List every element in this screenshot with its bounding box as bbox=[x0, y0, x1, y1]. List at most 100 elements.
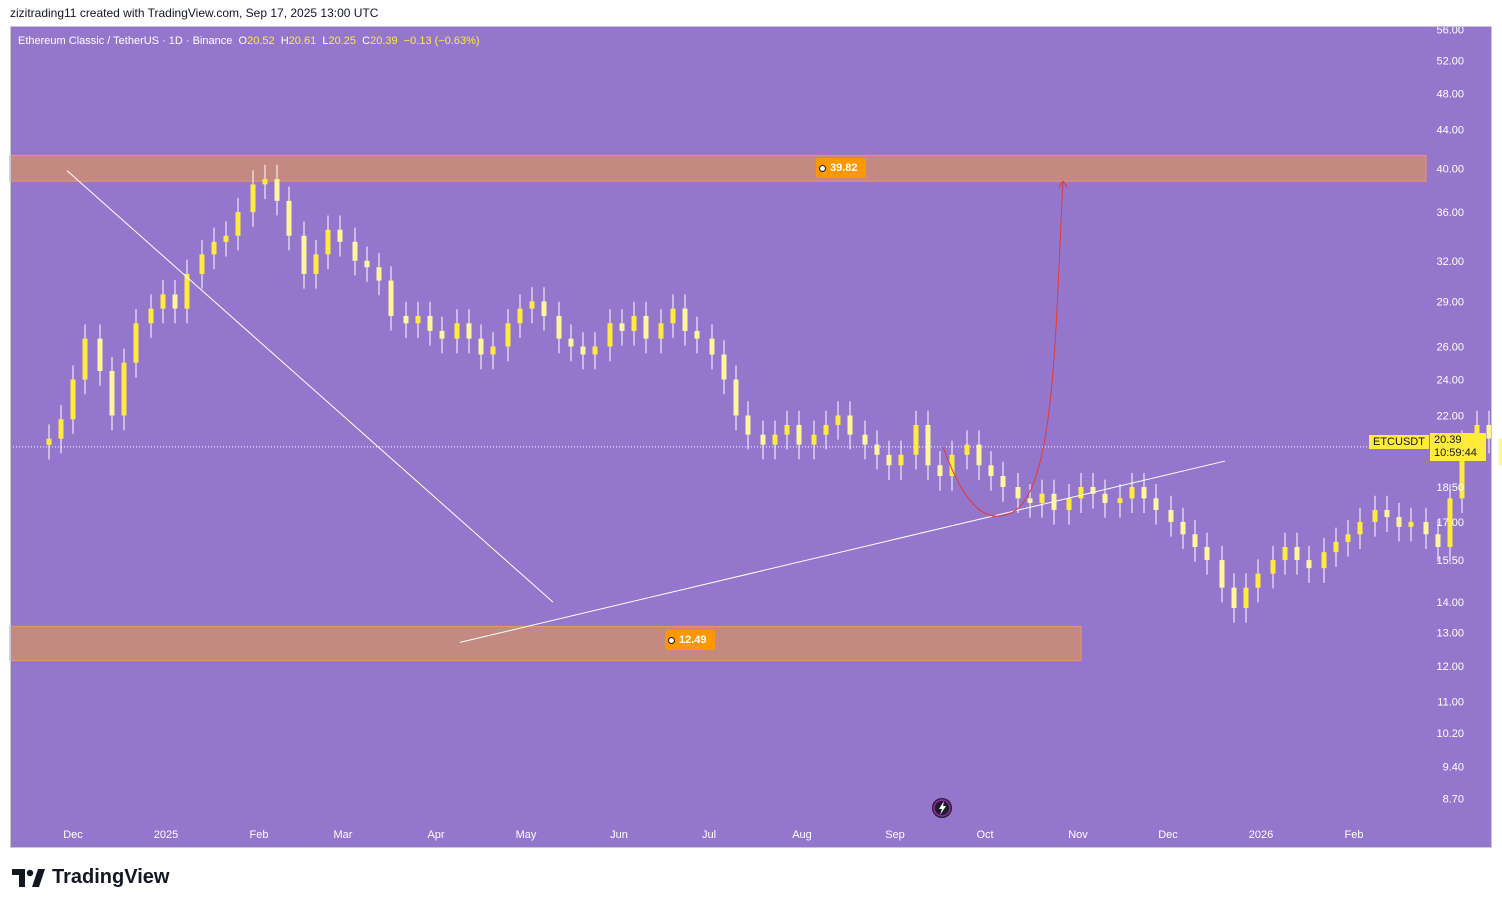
candle bbox=[58, 405, 64, 454]
candle bbox=[580, 332, 586, 370]
candle-body bbox=[1372, 509, 1378, 522]
y-tick-label: 14.00 bbox=[1436, 597, 1464, 609]
y-tick-label: 32.00 bbox=[1436, 256, 1464, 268]
candle-body bbox=[325, 229, 331, 255]
resistance-price-label[interactable]: 39.82 bbox=[816, 158, 866, 178]
candle-body bbox=[58, 419, 64, 439]
x-tick-label: Sep bbox=[885, 829, 905, 841]
candle bbox=[1498, 424, 1502, 481]
candle bbox=[886, 440, 892, 481]
candle bbox=[148, 294, 154, 339]
candle-body bbox=[937, 465, 943, 477]
candle-body bbox=[1435, 534, 1441, 547]
candle-body bbox=[505, 323, 511, 347]
candle bbox=[682, 294, 688, 346]
candle-body bbox=[352, 241, 358, 261]
candle bbox=[1345, 520, 1351, 557]
candle-body bbox=[1090, 487, 1096, 494]
candle-body bbox=[46, 438, 52, 445]
candle-body bbox=[529, 301, 535, 309]
x-tick-label: May bbox=[516, 829, 537, 841]
candle bbox=[1078, 472, 1084, 514]
candle bbox=[1333, 527, 1339, 567]
candle-body bbox=[976, 444, 982, 466]
candle bbox=[874, 430, 880, 470]
candle-body bbox=[121, 362, 127, 416]
candle bbox=[352, 227, 358, 276]
candle-body bbox=[262, 179, 268, 185]
candle bbox=[541, 287, 547, 331]
candle bbox=[1435, 520, 1441, 562]
y-tick-label: 8.70 bbox=[1443, 794, 1464, 806]
candle bbox=[1129, 472, 1135, 514]
candle bbox=[466, 309, 472, 354]
candle-body bbox=[1459, 444, 1465, 499]
candle-body bbox=[1396, 517, 1402, 527]
candle-body bbox=[862, 434, 868, 445]
x-tick-label: Feb bbox=[1345, 829, 1364, 841]
candle bbox=[301, 221, 307, 289]
candle bbox=[733, 365, 739, 431]
candle-body bbox=[1066, 498, 1072, 510]
y-tick-label: 10.20 bbox=[1436, 728, 1464, 740]
projection-path[interactable] bbox=[942, 181, 1064, 517]
candle-body bbox=[1078, 487, 1084, 499]
open-label: O bbox=[238, 35, 248, 47]
candle bbox=[376, 253, 382, 296]
candle-body bbox=[988, 465, 994, 477]
candle-body bbox=[1219, 560, 1225, 588]
x-tick-label: Aug bbox=[792, 829, 812, 841]
y-tick-label: 11.00 bbox=[1437, 697, 1464, 709]
candle-body bbox=[1357, 521, 1363, 535]
candle bbox=[1408, 507, 1414, 542]
ascending-trendline[interactable] bbox=[459, 460, 1226, 643]
candle bbox=[97, 324, 103, 386]
candle bbox=[1306, 545, 1312, 583]
candle bbox=[1153, 484, 1159, 525]
candle-body bbox=[235, 212, 241, 236]
candle-body bbox=[1294, 546, 1300, 561]
candle bbox=[592, 332, 598, 370]
candle bbox=[505, 309, 511, 362]
candle-body bbox=[796, 424, 802, 445]
candle bbox=[658, 309, 664, 354]
candle bbox=[1102, 479, 1108, 518]
lightning-icon[interactable] bbox=[932, 798, 952, 818]
y-tick-label: 17.00 bbox=[1436, 517, 1464, 529]
candle bbox=[1117, 484, 1123, 518]
candle-body bbox=[1282, 546, 1288, 561]
candle-body bbox=[682, 308, 688, 331]
candle bbox=[811, 420, 817, 460]
candle bbox=[568, 324, 574, 362]
low-value: 20.25 bbox=[328, 35, 356, 47]
chart-frame bbox=[10, 26, 1492, 848]
instrument-title[interactable]: Ethereum Classic / TetherUS · 1D · Binan… bbox=[18, 35, 233, 47]
candle bbox=[988, 451, 994, 491]
candle-body bbox=[517, 308, 523, 324]
candle-body bbox=[913, 424, 919, 455]
candle-body bbox=[949, 454, 955, 477]
candle bbox=[1321, 537, 1327, 583]
tradingview-logo[interactable]: TradingView bbox=[12, 866, 169, 889]
descending-trendline[interactable] bbox=[66, 170, 554, 603]
candle-body bbox=[784, 424, 790, 435]
projection-arrowhead bbox=[1058, 180, 1068, 188]
candle-body bbox=[286, 200, 292, 236]
x-tick-label: 2026 bbox=[1249, 829, 1273, 841]
y-tick-label: 13.00 bbox=[1436, 628, 1464, 640]
candle bbox=[529, 287, 535, 324]
candle-body bbox=[592, 346, 598, 355]
candle-body bbox=[133, 323, 139, 363]
candle bbox=[1090, 472, 1096, 509]
y-tick-label: 15.50 bbox=[1436, 555, 1464, 567]
candle-body bbox=[835, 415, 841, 425]
candle-body bbox=[643, 315, 649, 339]
support-zone[interactable] bbox=[9, 625, 1082, 662]
candle bbox=[1180, 507, 1186, 549]
candle bbox=[388, 266, 394, 331]
candle-body bbox=[1408, 521, 1414, 527]
resistance-zone[interactable] bbox=[9, 154, 1427, 182]
candle bbox=[517, 294, 523, 339]
support-price-label[interactable]: 12.49 bbox=[665, 630, 715, 650]
